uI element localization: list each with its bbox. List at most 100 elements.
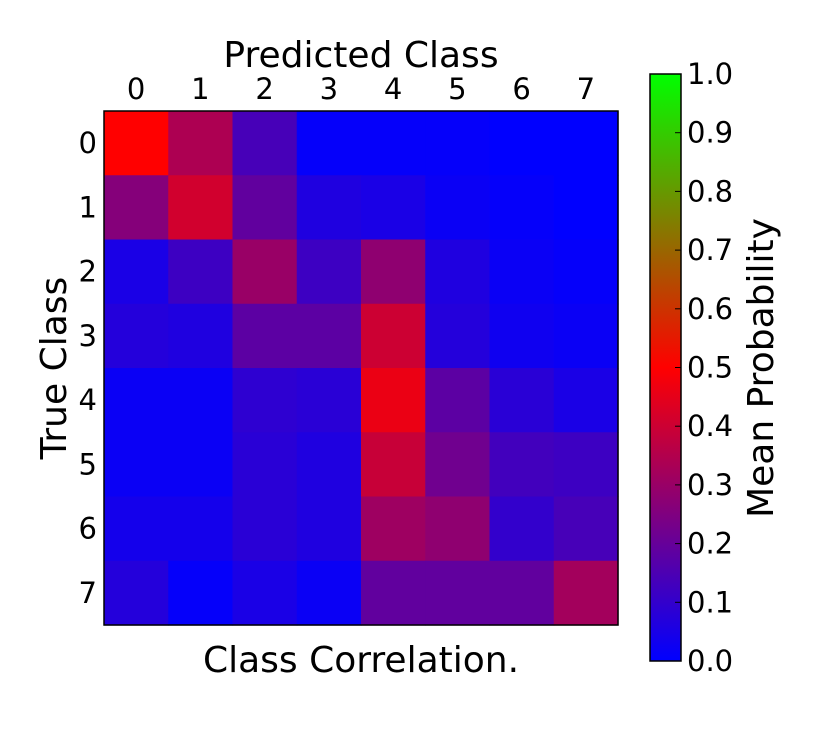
heatmap-cell [168, 496, 234, 562]
heatmap-cell [104, 496, 169, 562]
heatmap-cell [489, 496, 555, 562]
heatmap-cell [553, 111, 619, 176]
colorbar-tick-label: 0.3 [687, 468, 733, 502]
heatmap-cell [104, 368, 169, 433]
y-tick-label: 4 [79, 383, 97, 417]
x-tick-label: 1 [191, 72, 209, 106]
heatmap-cell [553, 239, 619, 305]
heatmap-cell [232, 368, 298, 433]
heatmap-cell [168, 239, 234, 305]
heatmap-cell [425, 303, 491, 369]
heatmap-cell [296, 496, 362, 562]
chart-title: Predicted Class [223, 35, 498, 76]
heatmap-cell [168, 560, 234, 626]
heatmap-cell [553, 560, 619, 626]
heatmap-cell [425, 239, 491, 305]
heatmap-cell [104, 111, 169, 176]
heatmap-cell [296, 432, 362, 498]
colorbar-tick-label: 0.2 [687, 527, 733, 561]
heatmap-cell [296, 560, 362, 626]
y-tick-label: 7 [79, 576, 97, 610]
x-tick-labels: 0 1 2 3 4 5 6 7 [127, 72, 595, 106]
heatmap-cell [361, 496, 426, 562]
heatmap-cell [425, 175, 491, 241]
y-tick-label: 3 [79, 319, 97, 353]
heatmap-cell [296, 239, 362, 305]
colorbar-tick-label: 0.0 [687, 644, 733, 678]
heatmap-cell [425, 368, 491, 433]
heatmap-cell [553, 303, 619, 369]
heatmap-cell [425, 111, 491, 176]
colorbar-tick-label: 0.7 [687, 233, 733, 267]
heatmap-cell [361, 368, 426, 433]
heatmap-cell [232, 111, 298, 176]
heatmap-cells [104, 111, 619, 626]
heatmap-cell [168, 303, 234, 369]
colorbar-tick-label: 0.6 [687, 292, 733, 326]
y-tick-label: 6 [79, 512, 97, 546]
x-tick-label: 0 [127, 72, 145, 106]
y-tick-label: 0 [79, 126, 97, 160]
heatmap-cell [361, 175, 426, 241]
heatmap-cell [361, 560, 426, 626]
heatmap-cell [361, 239, 426, 305]
colorbar-tick-label: 0.4 [687, 409, 733, 443]
colorbar-tick-label: 0.8 [687, 174, 733, 208]
y-tick-label: 5 [79, 447, 97, 481]
heatmap-cell [168, 432, 234, 498]
colorbar-tick-label: 0.1 [687, 585, 733, 619]
heatmap-cell [168, 111, 234, 176]
heatmap-cell [553, 432, 619, 498]
plot-frame [103, 110, 619, 626]
colorbar-tick-label: 0.9 [687, 116, 733, 150]
heatmap-cell [296, 303, 362, 369]
heatmap-cell [104, 303, 169, 369]
heatmap-cell [553, 496, 619, 562]
heatmap-cell [361, 432, 426, 498]
heatmap-cell [232, 432, 298, 498]
heatmap-cell [489, 239, 555, 305]
heatmap-cell [104, 175, 169, 241]
heatmap-cell [489, 303, 555, 369]
heatmap-cell [168, 175, 234, 241]
heatmap-cell [104, 560, 169, 626]
colorbar-ticks: 0.0 0.1 0.2 0.3 0.4 0.5 0.6 0.7 0.8 0.9 1.0 [675, 57, 733, 678]
heatmap-cell [296, 175, 362, 241]
heatmap-cell [104, 432, 169, 498]
heatmap-cell [489, 175, 555, 241]
heatmap-cell [168, 368, 234, 433]
colorbar-tick-label: 1.0 [687, 57, 733, 91]
heatmap-cell [425, 560, 491, 626]
heatmap-cell [489, 560, 555, 626]
y-axis-label: True Class [34, 277, 75, 461]
y-tick-label: 1 [79, 190, 97, 224]
heatmap-cell [296, 111, 362, 176]
heatmap-cell [232, 496, 298, 562]
heatmap-cell [425, 496, 491, 562]
x-axis-label: Class Correlation. [203, 640, 519, 681]
heatmap-cell [489, 432, 555, 498]
colorbar-label: Mean Probability [741, 218, 782, 518]
heatmap-cell [361, 303, 426, 369]
heatmap-cell [232, 560, 298, 626]
heatmap-cell [232, 239, 298, 305]
heatmap-cell [296, 368, 362, 433]
heatmap-cell [553, 368, 619, 433]
heatmap-cell [232, 303, 298, 369]
x-tick-label: 6 [512, 72, 530, 106]
x-tick-label: 7 [577, 72, 595, 106]
y-tick-label: 2 [79, 255, 97, 289]
x-tick-label: 2 [255, 72, 273, 106]
heatmap-cell [489, 368, 555, 433]
heatmap-cell [104, 239, 169, 305]
heatmap-cell [489, 111, 555, 176]
y-tick-labels: 0 1 2 3 4 5 6 7 [79, 126, 97, 610]
heatmap-cell [361, 111, 426, 176]
heatmap-cell [425, 432, 491, 498]
x-tick-label: 4 [384, 72, 402, 106]
x-tick-label: 5 [448, 72, 466, 106]
colorbar-tick-label: 0.5 [687, 351, 733, 385]
x-tick-label: 3 [320, 72, 338, 106]
heatmap-cell [232, 175, 298, 241]
heatmap-cell [553, 175, 619, 241]
